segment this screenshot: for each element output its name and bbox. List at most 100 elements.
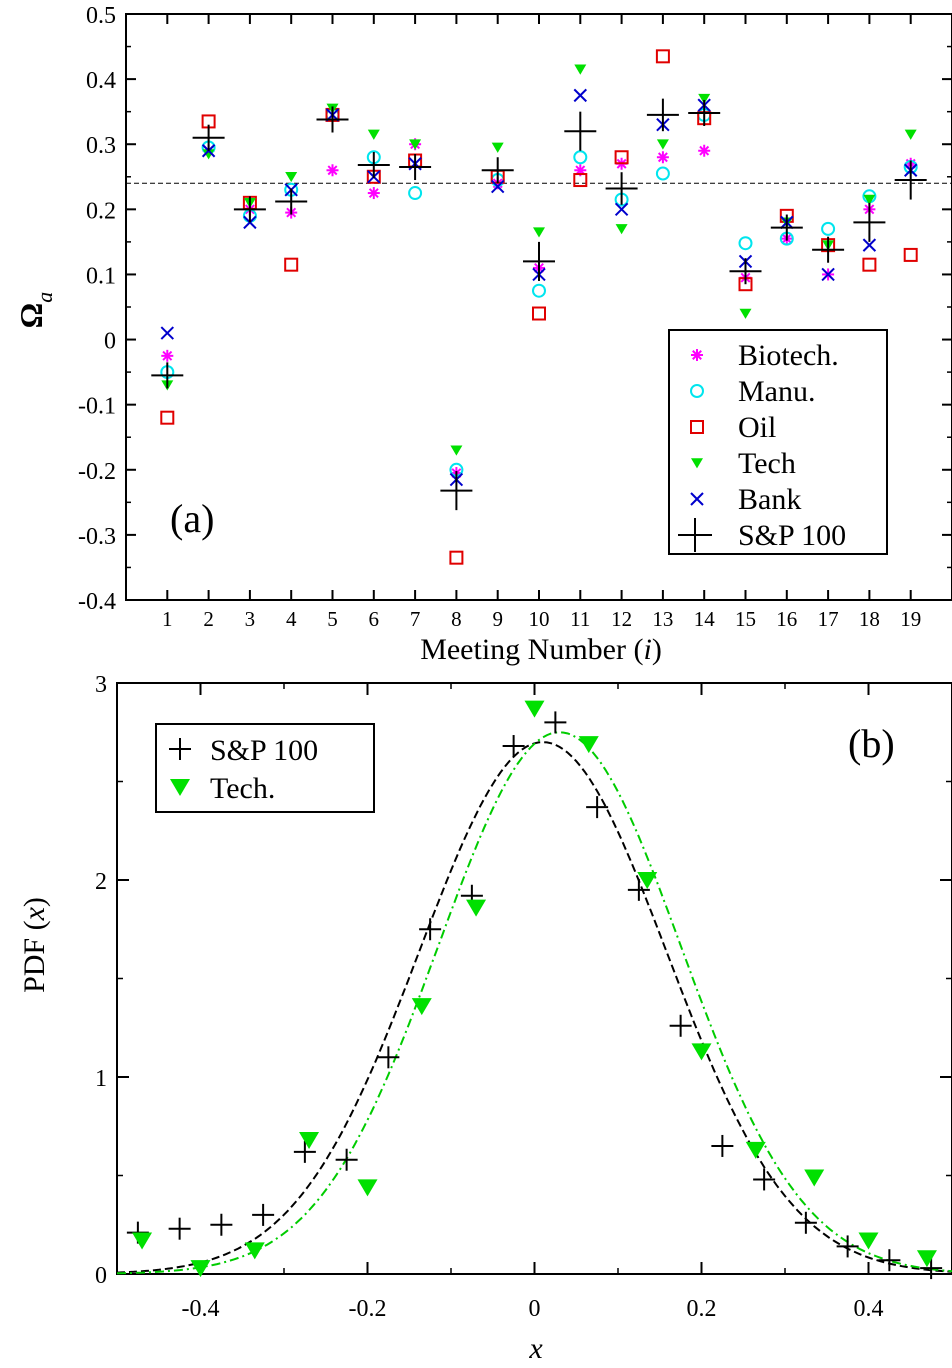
- axes-a: 0.50.40.30.20.10-0.1-0.2-0.3-0.41 2 3 4 5 6 7 8…: [78, 3, 952, 631]
- point-oil: [532, 306, 546, 321]
- y-tick-label-a: 0: [104, 329, 116, 355]
- point-b-tech: [411, 998, 432, 1016]
- x-tick-label-a: 16: [776, 607, 797, 631]
- point-b-tech: [804, 1169, 825, 1187]
- data-marks-a: [151, 49, 927, 565]
- x-tick-label-b: 0: [529, 1296, 541, 1322]
- point-oil: [160, 410, 175, 425]
- point-oil-shape: [160, 410, 175, 425]
- y-tick-label-a: 0.4: [86, 68, 116, 94]
- point-tech: [491, 142, 504, 153]
- y-tick-label-b: 2: [95, 869, 107, 895]
- y-axis-title-b-var: x: [18, 906, 51, 921]
- point-b-s-p-100: [335, 1148, 358, 1171]
- point-oil: [862, 257, 877, 272]
- point-b-tech: [916, 1250, 937, 1268]
- x-axis-title-a-prefix: Meeting Number (: [420, 633, 643, 666]
- point-b-tech-shape: [804, 1169, 825, 1187]
- x-tick-label-a: 1: [162, 607, 173, 631]
- legend-a-marker-biotech: [691, 349, 703, 361]
- point-s-p-100: [523, 241, 555, 281]
- point-biotech-stroke: [657, 152, 668, 163]
- point-s-p-100: [440, 471, 473, 511]
- point-manu-shape: [573, 150, 588, 165]
- point-tech: [450, 445, 463, 456]
- point-biotech: [161, 349, 174, 362]
- point-tech: [863, 194, 876, 205]
- point-biotech-stroke: [368, 188, 379, 199]
- point-bank: [614, 202, 629, 217]
- point-s-p-100: [646, 98, 679, 132]
- point-b-s-p-100: [544, 711, 567, 734]
- x-tick-label-a: 17: [818, 607, 839, 631]
- point-b-s-p-100: [878, 1249, 901, 1272]
- point-s-p-100: [316, 106, 349, 133]
- y-tick-label-a: 0.3: [86, 133, 116, 159]
- point-b-s-p-100: [419, 918, 442, 941]
- y-tick-label-a: 0.2: [86, 198, 116, 224]
- point-b-tech-shape: [637, 872, 658, 889]
- x-tick-label-a: 19: [900, 607, 921, 631]
- y-tick-label-a: -0.1: [78, 394, 116, 420]
- x-tick-label-a: 18: [859, 607, 880, 631]
- point-oil-shape: [449, 550, 464, 565]
- y-tick-label-a: -0.3: [78, 524, 116, 550]
- legend-a-label-oil: Oil: [738, 411, 776, 444]
- point-biotech: [698, 144, 711, 157]
- y-axis-title-b: PDF (x): [18, 897, 51, 993]
- point-s-p-100: [564, 111, 597, 151]
- point-oil-shape: [862, 257, 877, 272]
- point-b-tech-shape: [299, 1132, 320, 1150]
- point-b-tech: [858, 1232, 879, 1250]
- point-tech-shape: [367, 129, 380, 140]
- point-bank-stroke: [160, 326, 175, 340]
- point-b-tech-shape: [244, 1242, 265, 1260]
- fit-curve-tech: [116, 731, 952, 1275]
- point-oil-shape: [655, 49, 670, 64]
- point-tech-shape: [615, 224, 628, 235]
- legend-a-marker-bank: [690, 492, 704, 506]
- legend-b-label-tech: Tech.: [210, 772, 275, 805]
- point-s-p-100: [233, 196, 266, 223]
- x-tick-label-a: 15: [735, 607, 756, 631]
- x-tick-label-b: -0.2: [349, 1296, 387, 1322]
- point-b-s-p-100: [920, 1257, 943, 1280]
- legend-b-marker-tech: [170, 779, 190, 796]
- point-b-tech: [244, 1242, 265, 1260]
- point-b-tech-shape: [916, 1250, 937, 1268]
- point-b-s-p-100: [669, 1014, 692, 1037]
- fit-curve-s-p-100: [116, 741, 952, 1274]
- point-oil-shape: [573, 173, 588, 188]
- point-b-tech-shape: [578, 736, 599, 754]
- point-oil-shape: [903, 247, 918, 262]
- point-b-s-p-100: [711, 1134, 734, 1157]
- legend-a-marker-bank-stroke: [690, 492, 704, 506]
- point-b-tech: [466, 899, 487, 917]
- point-b-tech-shape: [466, 899, 487, 917]
- x-tick-label-a: 14: [694, 607, 716, 631]
- y-axis-title-a-main: Ω: [13, 303, 49, 329]
- x-tick-label-a: 9: [492, 607, 503, 631]
- point-s-p-100: [357, 152, 390, 179]
- point-tech: [285, 171, 298, 183]
- y-tick-label-b: 3: [95, 672, 107, 698]
- point-b-s-p-100: [168, 1217, 191, 1240]
- point-manu-shape: [408, 186, 423, 201]
- legend-a-label-s-p-100: S&P 100: [738, 519, 846, 552]
- y-tick-label-b: 0: [95, 1263, 107, 1289]
- point-manu-shape: [655, 166, 670, 181]
- x-tick-label-a: 7: [410, 607, 421, 631]
- y-tick-label-b: 1: [95, 1066, 107, 1092]
- point-oil: [284, 257, 299, 272]
- x-tick-label-a: 2: [203, 607, 214, 631]
- point-biotech-stroke: [162, 350, 173, 361]
- point-b-tech-shape: [745, 1141, 766, 1159]
- point-b-tech-shape: [411, 998, 432, 1016]
- point-tech: [739, 308, 752, 319]
- point-b-tech-shape: [691, 1043, 712, 1061]
- point-b-s-p-100: [210, 1213, 233, 1236]
- point-s-p-100: [192, 124, 225, 151]
- point-manu-shape: [738, 236, 753, 251]
- panel-label-a: (a): [170, 496, 214, 541]
